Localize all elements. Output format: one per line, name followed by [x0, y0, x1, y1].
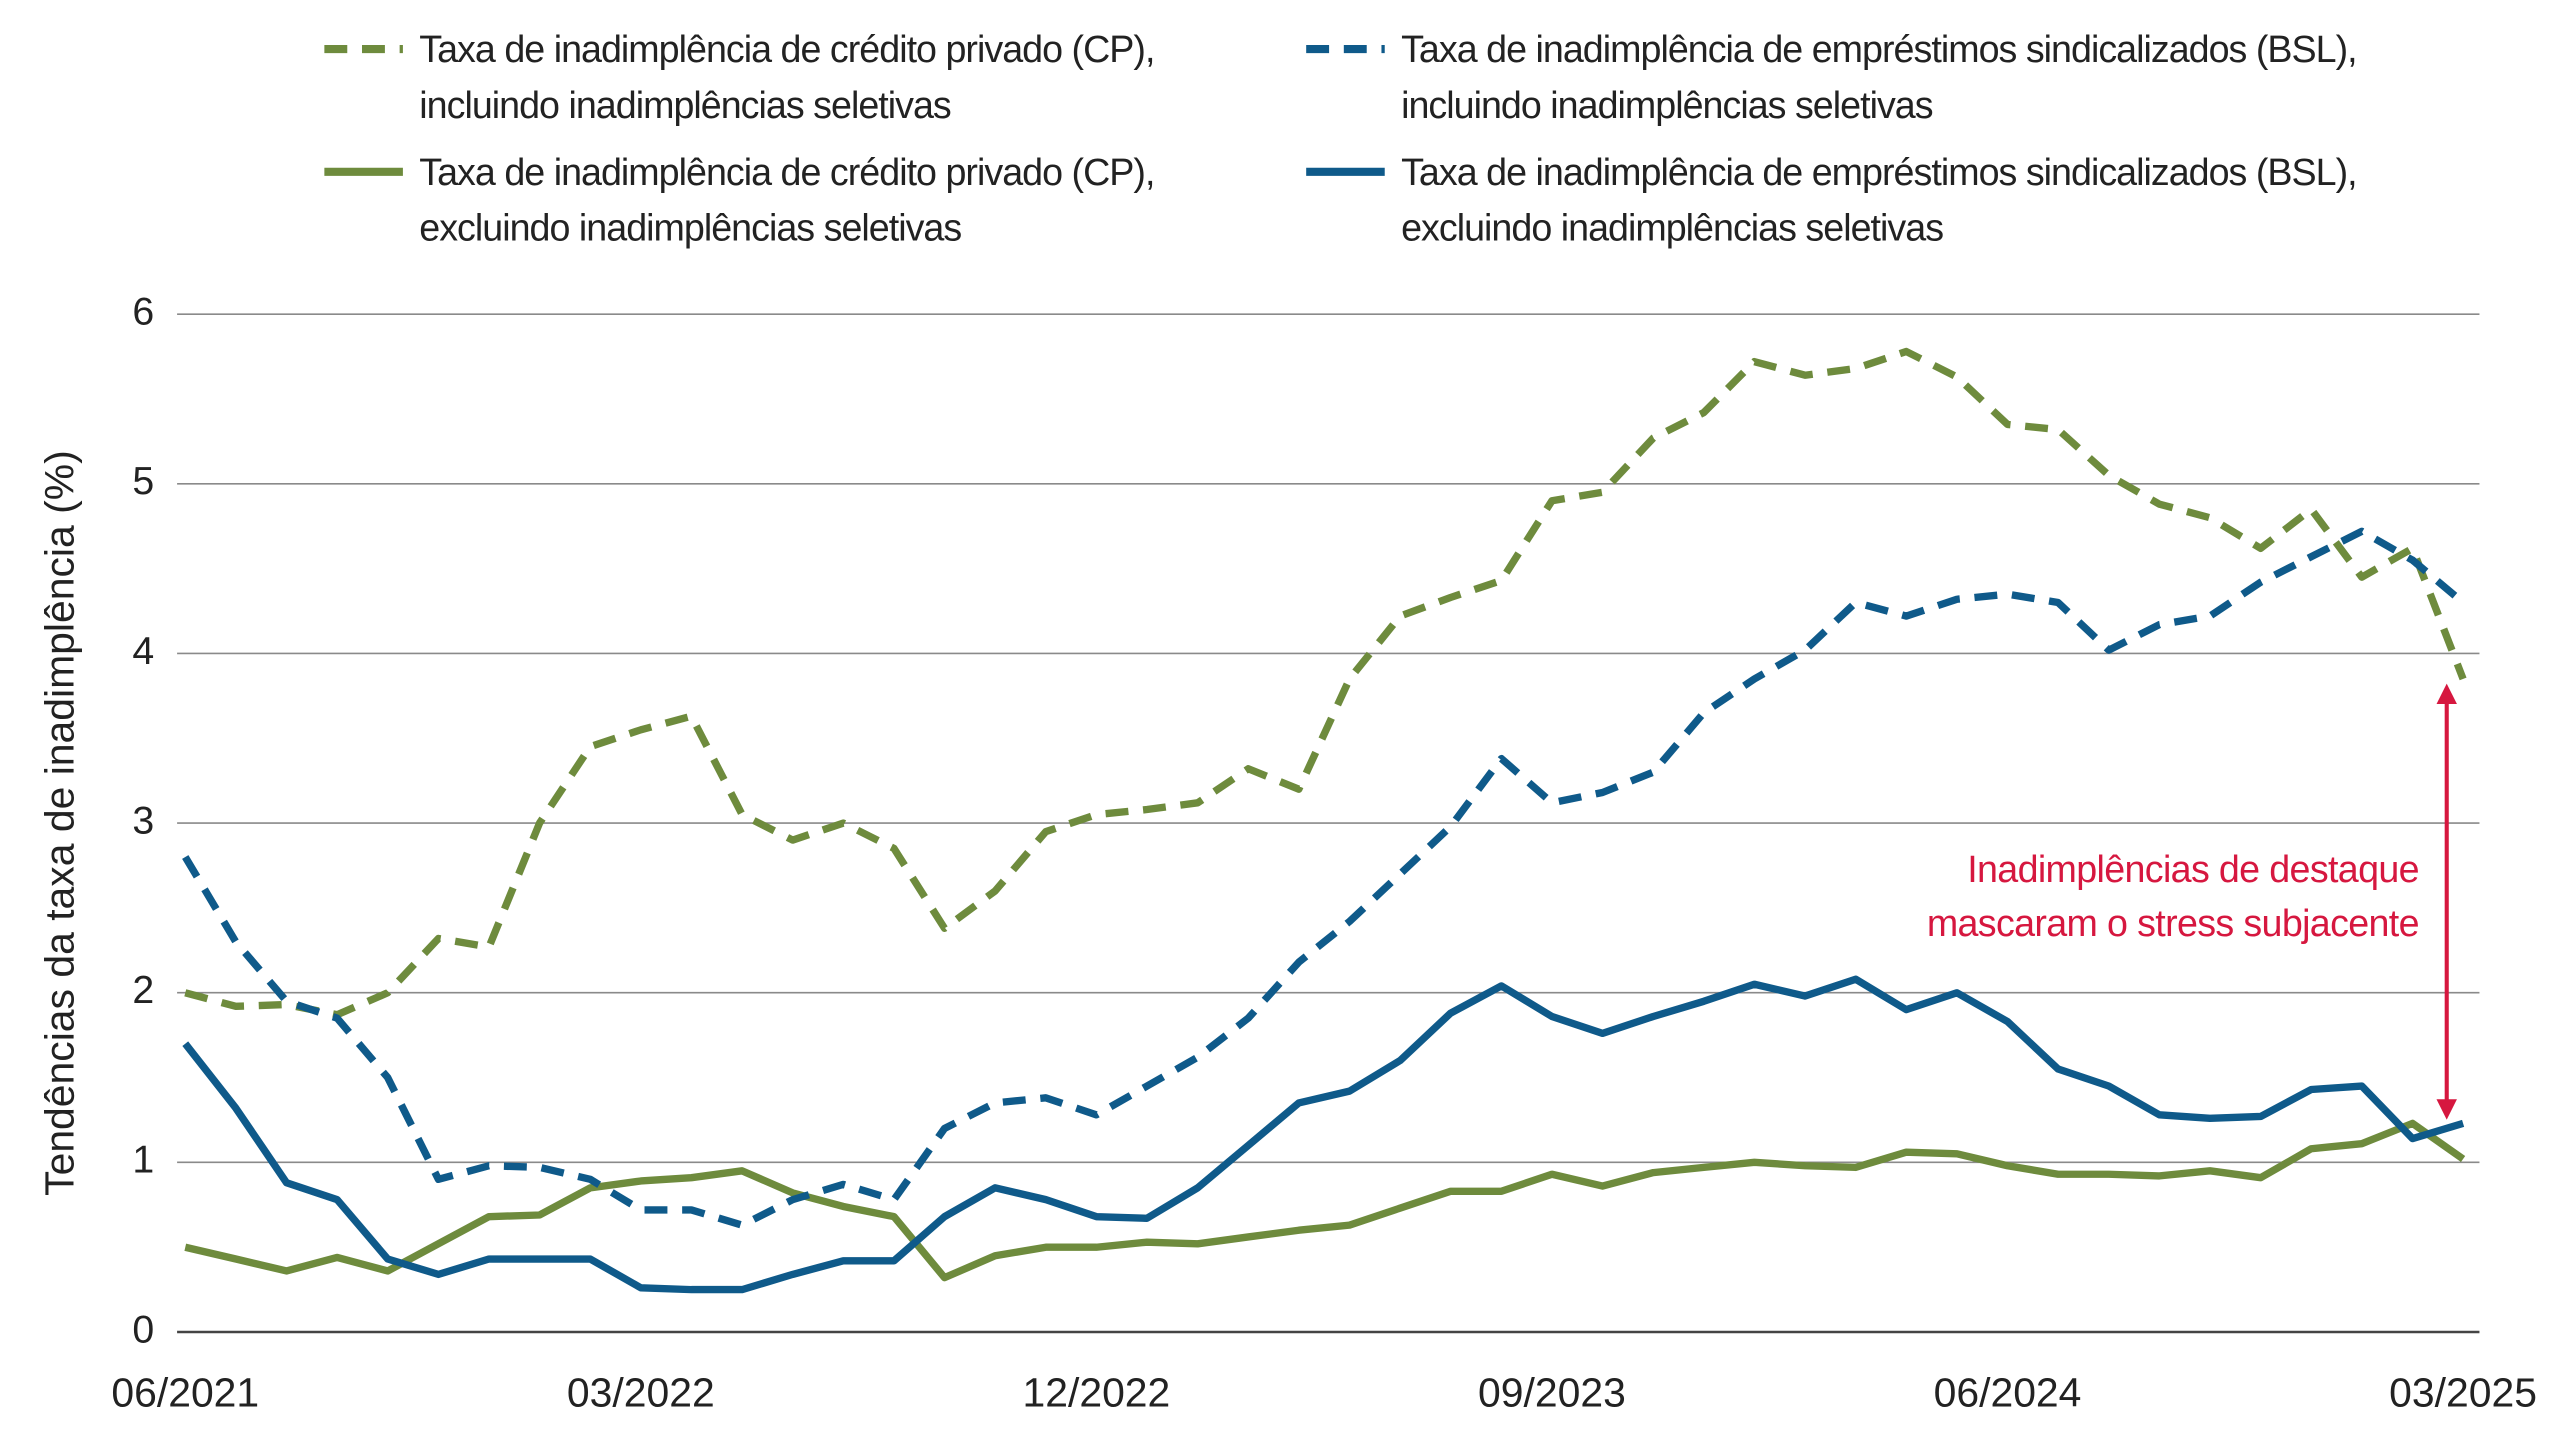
legend-label: Taxa de inadimplência de crédito privado… [419, 150, 1155, 249]
series-line [182, 975, 2465, 1294]
y-tick-label: 4 [132, 629, 154, 673]
annotation-box: Inadimplências de destaque mascaram o st… [1926, 847, 2419, 945]
y-tick-label: 1 [132, 1138, 154, 1182]
legend-label: Taxa de inadimplência de empréstimos sin… [1401, 27, 2358, 126]
series-line [184, 1119, 2466, 1282]
x-tick-label: 06/2021 [111, 1370, 259, 1416]
series-line [184, 347, 2467, 1019]
annotation: Inadimplências de destaque mascaram o st… [1926, 847, 2419, 945]
x-tick-label: 09/2023 [1478, 1370, 1626, 1416]
y-axis-label: Tendências da taxa de inadimplência (%) [36, 450, 82, 1196]
legend-label-box: Taxa de inadimplência de crédito privado… [419, 27, 1155, 126]
grid [177, 313, 2480, 1334]
x-tick-label: 03/2022 [567, 1370, 715, 1416]
legend-label-box: Taxa de inadimplência de empréstimos sin… [1401, 150, 2358, 249]
y-tick-label: 3 [132, 798, 154, 842]
y-tick-label: 0 [132, 1307, 154, 1351]
y-tick-label: 5 [132, 459, 154, 503]
legend-label: Taxa de inadimplência de empréstimos sin… [1401, 150, 2358, 249]
x-tick-label: 06/2024 [1934, 1370, 2082, 1416]
legend-label-box: Taxa de inadimplência de crédito privado… [419, 150, 1155, 249]
y-tick-label: 6 [132, 290, 154, 334]
series-line [182, 527, 2466, 1229]
x-tick-label: 03/2025 [2389, 1370, 2537, 1416]
x-tick-label: 12/2022 [1022, 1370, 1170, 1416]
plot-lines [182, 347, 2467, 1294]
legend-label: Taxa de inadimplência de crédito privado… [419, 27, 1155, 126]
y-tick-label: 2 [132, 968, 154, 1012]
legend-label-box: Taxa de inadimplência de empréstimos sin… [1401, 27, 2358, 126]
